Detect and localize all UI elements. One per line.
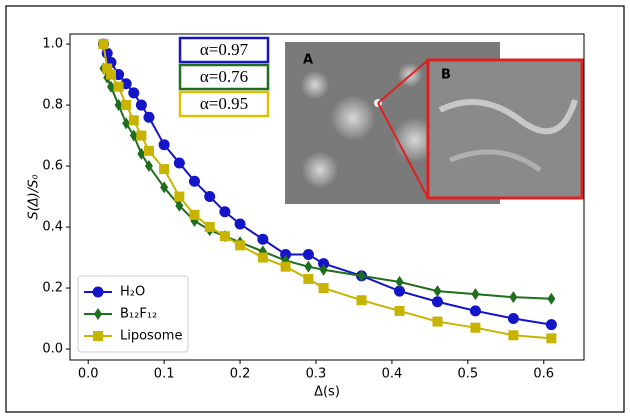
marker xyxy=(235,240,245,250)
legend-label: B₁₂F₁₂ xyxy=(120,307,157,322)
marker xyxy=(303,249,314,260)
marker xyxy=(136,100,147,111)
inset-label: A xyxy=(303,53,313,68)
marker xyxy=(190,210,200,220)
marker xyxy=(508,330,518,340)
marker xyxy=(174,192,184,202)
marker xyxy=(136,131,146,141)
legend: H₂O B₁₂F₁₂ Liposome xyxy=(78,276,188,352)
marker xyxy=(258,253,268,263)
marker xyxy=(235,218,246,229)
marker xyxy=(114,82,124,92)
marker xyxy=(303,274,313,284)
marker xyxy=(121,100,131,110)
y-tick-label: 0.4 xyxy=(42,220,63,235)
x-axis-label: Δ(s) xyxy=(314,385,340,400)
marker xyxy=(205,222,215,232)
y-tick-label: 0.6 xyxy=(42,159,63,174)
x-tick-label: 0.1 xyxy=(154,367,175,382)
legend-marker xyxy=(93,331,103,341)
x-tick-label: 0.6 xyxy=(533,367,554,382)
marker xyxy=(546,319,557,330)
x-tick-label: 0.2 xyxy=(230,367,251,382)
annotation: α=0.76 xyxy=(200,67,248,86)
marker xyxy=(257,234,268,245)
marker xyxy=(357,295,367,305)
marker xyxy=(204,191,215,202)
marker xyxy=(508,313,519,324)
marker xyxy=(144,146,154,156)
marker xyxy=(546,333,556,343)
marker xyxy=(219,206,230,217)
marker xyxy=(220,231,230,241)
x-tick-label: 0.4 xyxy=(382,367,403,382)
particle xyxy=(331,96,375,140)
marker xyxy=(159,164,169,174)
y-tick-label: 1.0 xyxy=(42,37,63,52)
marker xyxy=(470,305,481,316)
marker xyxy=(98,39,108,49)
marker xyxy=(189,176,200,187)
marker xyxy=(174,157,185,168)
figure: Δ(s) S(Δ)/S₀ A B 0.0 0.1 0.2 0.3 0.4 0.5 0.6 0.… xyxy=(0,0,630,418)
annotation: α=0.97 xyxy=(200,40,249,59)
marker xyxy=(129,115,139,125)
marker xyxy=(143,112,154,123)
marker xyxy=(432,296,443,307)
marker xyxy=(395,306,405,316)
y-tick-label: 0.2 xyxy=(42,281,63,296)
inset-label: B xyxy=(441,68,451,83)
marker xyxy=(159,139,170,150)
y-tick-label: 0.8 xyxy=(42,98,63,113)
legend-marker xyxy=(93,287,104,298)
legend-label: Liposome xyxy=(120,329,182,344)
marker xyxy=(432,317,442,327)
legend-label: H₂O xyxy=(120,285,145,300)
annotation: α=0.95 xyxy=(200,94,248,113)
y-axis-label: S(Δ)/S₀ xyxy=(27,174,42,220)
marker xyxy=(106,70,116,80)
marker xyxy=(128,87,139,98)
particle xyxy=(302,152,338,188)
marker xyxy=(281,262,291,272)
x-tick-label: 0.0 xyxy=(78,367,99,382)
marker xyxy=(470,323,480,333)
x-tick-label: 0.5 xyxy=(457,367,478,382)
particle xyxy=(301,71,329,99)
x-tick-label: 0.3 xyxy=(306,367,327,382)
marker xyxy=(319,283,329,293)
inset-images: A B xyxy=(285,42,582,204)
y-tick-label: 0.0 xyxy=(42,342,63,357)
